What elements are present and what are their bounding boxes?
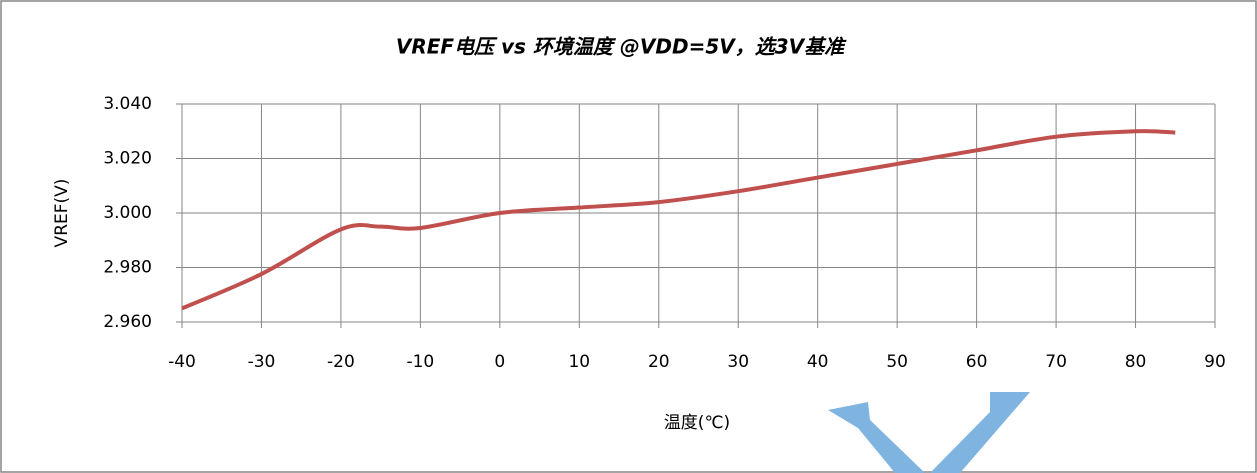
decoration (930, 392, 1030, 473)
y-tick-label: 3.020 (103, 149, 152, 169)
line-series (181, 129, 1176, 311)
y-tick-label: 2.980 (103, 258, 152, 278)
x-tick-label: 40 (807, 352, 829, 372)
x-axis-label: 温度(℃) (664, 413, 730, 433)
decoration (828, 402, 925, 473)
y-axis-label: VREF(V) (52, 179, 72, 248)
x-tick-label: 80 (1125, 352, 1147, 372)
x-tick-label: -10 (406, 352, 434, 372)
x-tick-label: 70 (1045, 352, 1067, 372)
chart-title: VREF电压 vs 环境温度 @VDD=5V，选3V基准 (396, 35, 847, 59)
y-tick-label: 3.040 (103, 94, 152, 114)
x-tick-label: 50 (886, 352, 908, 372)
x-tick-label: -20 (327, 352, 355, 372)
x-tick-label: 0 (494, 352, 505, 372)
x-tick-label: 30 (727, 352, 749, 372)
x-tick-label: -30 (248, 352, 276, 372)
y-tick-label: 2.960 (103, 312, 152, 332)
x-tick-label: -40 (168, 352, 196, 372)
y-tick-label: 3.000 (103, 203, 152, 223)
x-tick-label: 10 (568, 352, 590, 372)
x-tick-label: 20 (648, 352, 670, 372)
x-tick-label: 60 (966, 352, 988, 372)
x-tick-label: 90 (1204, 352, 1226, 372)
